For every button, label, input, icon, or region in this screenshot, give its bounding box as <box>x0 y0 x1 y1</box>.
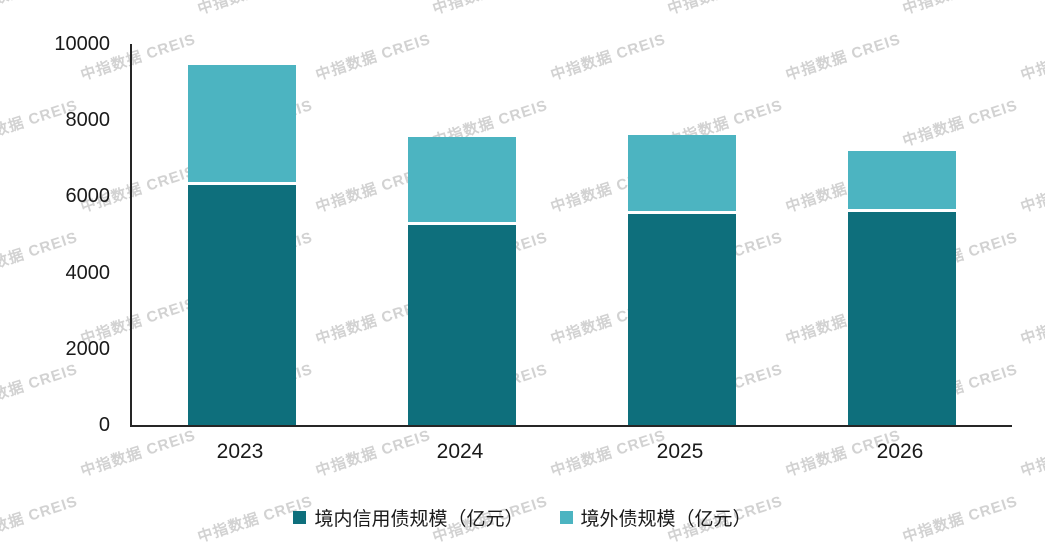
y-tick-label: 10000 <box>54 33 110 55</box>
legend-item-domestic-bonds: 境内信用债规模（亿元） <box>293 504 524 531</box>
bar-segment-2026-domestic <box>848 211 956 425</box>
bar-segment-2025-domestic <box>628 213 736 425</box>
bar-segment-2026-overseas <box>848 150 956 212</box>
bar-segment-2025-overseas <box>628 135 736 214</box>
x-tick-label: 2023 <box>216 440 264 463</box>
legend-swatch-icon <box>293 511 307 524</box>
x-axis-labels: 2023 2024 2025 2026 <box>0 440 1045 470</box>
y-axis-labels: 0 2000 4000 6000 8000 10000 <box>0 0 118 550</box>
y-tick-label: 6000 <box>65 185 111 208</box>
bar-segment-2024-overseas <box>408 137 516 225</box>
y-tick-label: 4000 <box>65 261 111 284</box>
legend-label: 境外债规模（亿元） <box>580 509 752 530</box>
y-tick-label: 0 <box>98 414 110 436</box>
y-tick-label: 8000 <box>65 109 111 132</box>
legend: 境内信用债规模（亿元） 境外债规模（亿元） <box>0 504 1045 531</box>
bar-segment-2024-domestic <box>408 224 516 425</box>
legend-item-overseas-bonds: 境外债规模（亿元） <box>559 504 752 531</box>
x-tick-label: 2026 <box>876 440 924 463</box>
x-tick-label: 2024 <box>436 440 484 463</box>
legend-swatch-icon <box>559 511 573 524</box>
plot-area <box>130 44 1012 427</box>
y-tick-label: 2000 <box>65 337 111 360</box>
legend-label: 境内信用债规模（亿元） <box>314 509 524 530</box>
x-tick-label: 2025 <box>656 440 704 463</box>
bar-segment-2023-overseas <box>188 64 296 185</box>
bar-segment-2023-domestic <box>188 184 296 425</box>
